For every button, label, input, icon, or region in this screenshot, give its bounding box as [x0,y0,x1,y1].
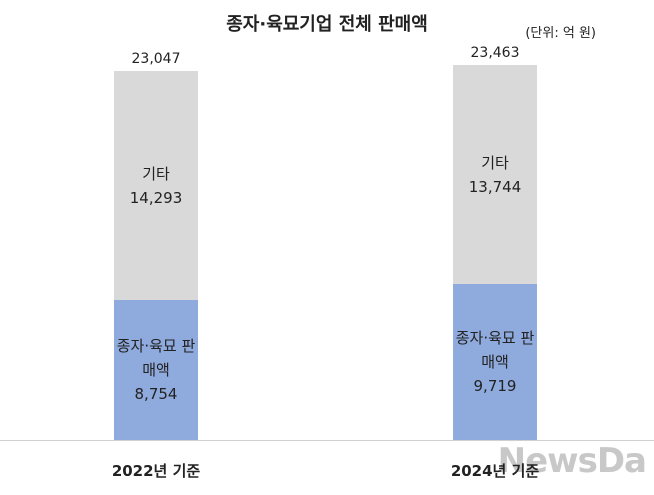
baseline [0,440,654,441]
value-label: 13,744 [468,177,522,196]
chart-title: 종자·육묘기업 전체 판매액 [226,14,428,35]
value-label: 9,719 [473,377,517,396]
total-label: 23,463 [470,44,520,61]
total-label: 23,047 [131,51,181,68]
bar-segment: 종자·육묘 판매액 9,719 [453,284,537,440]
x-tick-label: 2022년 기준 [111,462,201,480]
bar-segment: 기타 14,293 [114,71,198,300]
bar-segment: 종자·육묘 판매액 8,754 [114,299,198,440]
segment-label: 기타 [142,164,170,183]
segment-label: 기타 [481,153,509,172]
unit-note: (단위: 억 원) [525,26,596,41]
segment-label: 종자·육묘 판매액 [116,336,196,379]
value-label: 14,293 [129,188,183,207]
watermark: NewsDa [497,441,647,481]
value-label: 8,754 [134,384,178,403]
bar-segment: 기타 13,744 [453,64,537,285]
x-tick-label: 2024년 기준 [450,462,540,480]
segment-label: 종자·육묘 판매액 [455,329,535,372]
